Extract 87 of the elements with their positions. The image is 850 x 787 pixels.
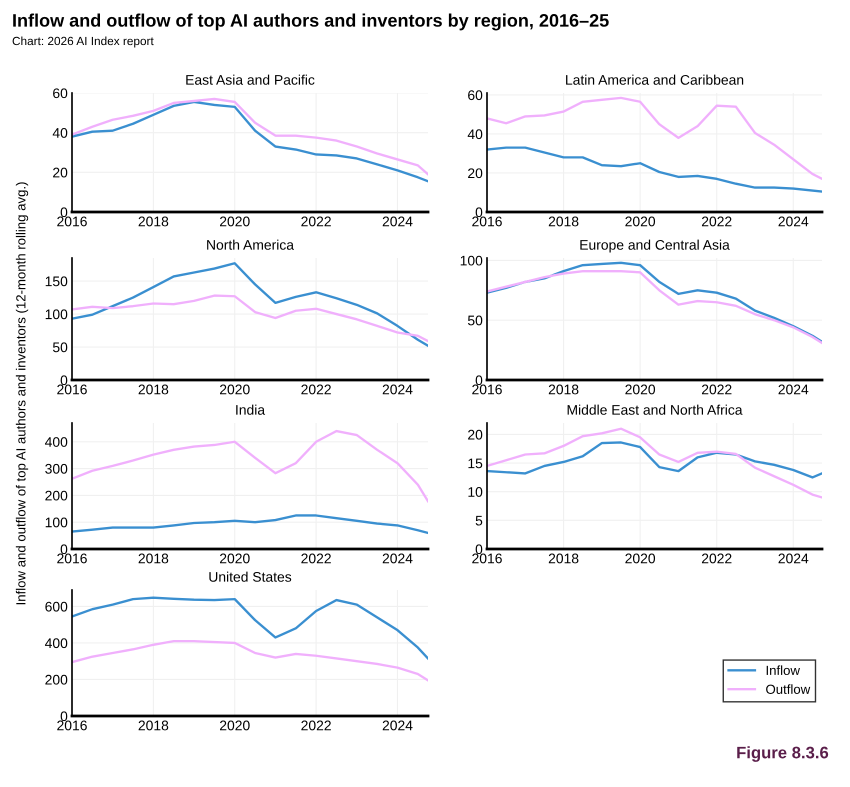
x-tick-label: 2022 xyxy=(301,554,331,564)
x-tick-label: 2020 xyxy=(220,554,250,564)
y-tick-label: 0 xyxy=(476,207,482,218)
x-tick-label: 2020 xyxy=(220,216,250,226)
line-series xyxy=(72,430,428,502)
x-tick-label: 2016 xyxy=(57,554,87,564)
x-tick-label: 2018 xyxy=(138,384,168,394)
line-series xyxy=(72,640,428,682)
x-tick-label: 2018 xyxy=(138,554,168,564)
y-tick-label: 40 xyxy=(52,128,68,138)
line-series xyxy=(72,262,428,347)
y-tick-label: 100 xyxy=(460,256,482,266)
y-tick-label: 400 xyxy=(44,437,68,447)
x-tick-label: 2024 xyxy=(778,554,808,564)
text: North America xyxy=(207,240,294,250)
x-tick-label: 2024 xyxy=(778,216,808,226)
x-tick-label: 2024 xyxy=(382,216,413,226)
y-tick-label: 60 xyxy=(468,90,482,100)
y-tick-label: 0 xyxy=(60,207,68,218)
y-tick-label: 10 xyxy=(468,487,482,497)
y-tick-label: 300 xyxy=(45,464,68,474)
x-tick-label: 2020 xyxy=(625,384,656,394)
x-tick-label: 2024 xyxy=(382,720,413,730)
x-tick-label: 2016 xyxy=(472,554,502,564)
y-tick-label: 200 xyxy=(45,674,68,685)
y-tick-label: 50 xyxy=(52,342,68,352)
chart-subtitle: Chart: 2026 AI Index report xyxy=(12,36,154,48)
y-tick-label: 600 xyxy=(45,602,68,612)
x-tick-label: 2016 xyxy=(57,216,87,226)
x-tick-label: 2022 xyxy=(301,216,331,226)
x-tick-label: 2020 xyxy=(220,384,250,394)
line-series xyxy=(487,96,822,180)
y-tick-label: 20 xyxy=(468,430,482,440)
text: India xyxy=(236,404,266,415)
x-tick-label: 2016 xyxy=(472,216,502,226)
y-tick-label: 150 xyxy=(46,276,68,286)
y-tick-label: 200 xyxy=(45,490,68,501)
x-tick-label: 2022 xyxy=(702,554,732,564)
y-tick-label: 100 xyxy=(46,309,68,320)
x-tick-label: 2022 xyxy=(301,720,331,730)
y-tick-label: 100 xyxy=(46,518,68,528)
caption: Figure 8.3.6 xyxy=(737,746,828,762)
y-axis-title: Inflow and outflow of top AI authors and inventors (12-month rolling avg.) xyxy=(16,182,28,604)
x-tick-label: 2020 xyxy=(625,554,656,564)
y-tick-label: 20 xyxy=(468,168,482,178)
line-series xyxy=(72,514,428,534)
y-tick-label: 5 xyxy=(476,516,482,526)
line-series xyxy=(487,146,822,193)
y-tick-label: 50 xyxy=(468,316,482,326)
x-tick-label: 2018 xyxy=(138,720,168,730)
x-tick-label: 2016 xyxy=(472,384,502,394)
y-tick-label: 400 xyxy=(44,638,68,648)
x-tick-label: 2018 xyxy=(548,216,578,226)
chart-title: Inflow and outflow of top AI authors and inventors by region, 2016–25 xyxy=(13,14,609,30)
x-tick-label: 2018 xyxy=(138,216,168,226)
x-tick-label: 2016 xyxy=(57,720,87,730)
text: Latin America and Caribbean xyxy=(566,74,744,85)
y-tick-label: 20 xyxy=(53,168,68,178)
text: Middle East and North Africa xyxy=(568,404,743,415)
line-series xyxy=(487,441,822,479)
x-tick-label: 2022 xyxy=(301,384,331,394)
x-tick-label: 2018 xyxy=(548,384,578,394)
legend-label: Inflow xyxy=(766,665,800,676)
x-tick-label: 2024 xyxy=(778,384,808,394)
y-tick-label: 40 xyxy=(468,129,482,140)
x-tick-label: 2024 xyxy=(382,554,413,564)
line-series xyxy=(72,596,428,660)
x-tick-label: 2018 xyxy=(548,554,578,564)
x-tick-label: 2022 xyxy=(702,384,732,394)
y-tick-label: 60 xyxy=(53,88,68,98)
x-tick-label: 2020 xyxy=(220,720,250,730)
y-tick-label: 0 xyxy=(60,711,68,722)
x-tick-label: 2020 xyxy=(625,216,656,226)
y-tick-label: 0 xyxy=(476,375,482,386)
x-tick-label: 2024 xyxy=(382,384,413,394)
legend-label: Outflow xyxy=(766,684,810,694)
line-series xyxy=(72,294,428,342)
line-series xyxy=(487,428,822,499)
y-tick-label: 0 xyxy=(60,375,68,386)
text: Europe and Central Asia xyxy=(580,240,730,253)
y-tick-label: 0 xyxy=(476,544,482,554)
text: United States xyxy=(209,572,292,582)
x-tick-label: 2022 xyxy=(702,216,732,226)
text: East Asia and Pacific xyxy=(186,74,314,85)
y-tick-label: 15 xyxy=(468,458,482,468)
x-tick-label: 2016 xyxy=(57,384,87,394)
y-tick-label: 0 xyxy=(60,544,68,554)
